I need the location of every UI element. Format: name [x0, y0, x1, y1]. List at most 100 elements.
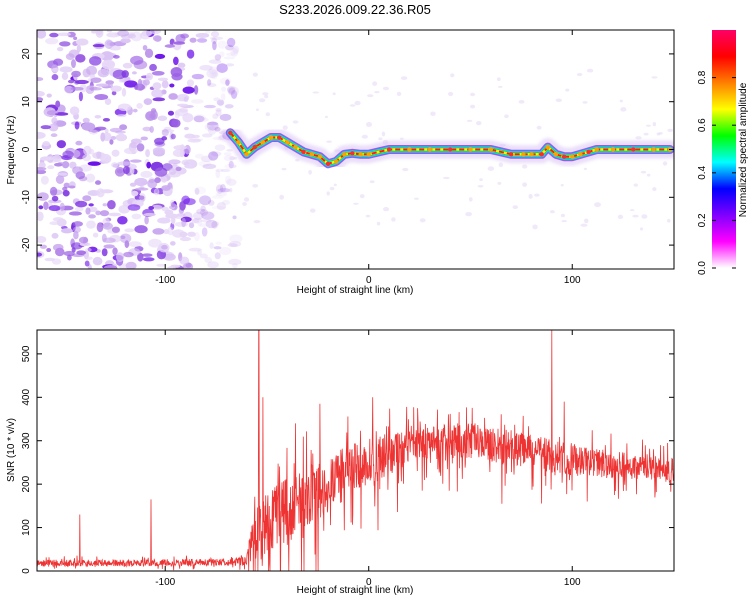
snr-ytick-label: 400 — [21, 389, 32, 406]
noise-blob — [181, 217, 187, 228]
noise-blob — [128, 241, 142, 248]
ridge-point — [553, 152, 559, 157]
noise-blob — [54, 162, 63, 167]
snr-xtick-label: 100 — [564, 577, 581, 588]
noise-speckle — [641, 214, 648, 219]
noise-speckle — [242, 202, 247, 206]
noise-speckle — [419, 218, 426, 223]
noise-blob — [207, 121, 219, 126]
noise-blob — [119, 124, 128, 131]
noise-blob — [224, 175, 232, 184]
noise-blob — [163, 253, 176, 261]
noise-speckle — [561, 219, 567, 223]
spectrogram-ytick-label: 20 — [21, 48, 32, 60]
noise-blob — [134, 177, 148, 187]
noise-speckle — [329, 186, 335, 191]
noise-blob — [50, 133, 58, 138]
noise-speckle — [497, 181, 502, 185]
noise-speckle — [652, 187, 657, 191]
noise-blob — [81, 122, 96, 131]
noise-blob — [154, 53, 166, 59]
noise-blob — [75, 140, 83, 146]
snr-series-line — [37, 330, 674, 571]
noise-speckle — [243, 197, 250, 202]
noise-blob — [215, 184, 224, 194]
noise-blob — [211, 195, 224, 199]
noise-speckle — [333, 183, 337, 187]
noise-blob — [131, 213, 142, 220]
noise-blob — [170, 241, 176, 246]
noise-blob — [68, 211, 82, 216]
noise-blob — [94, 114, 102, 119]
noise-speckle — [629, 209, 635, 212]
noise-blob — [129, 159, 142, 163]
noise-blob — [120, 38, 131, 44]
noise-blob — [206, 121, 219, 131]
noise-blob — [172, 164, 178, 168]
noise-blob — [199, 223, 207, 228]
noise-blob — [73, 36, 78, 41]
noise-speckle — [372, 81, 378, 86]
noise-speckle — [469, 104, 476, 109]
noise-blob — [170, 201, 176, 208]
noise-blob — [37, 30, 47, 39]
ridge-point — [342, 152, 347, 157]
ridge-point — [325, 161, 331, 167]
ridge-point — [631, 147, 636, 152]
spectrogram-ytick-label: 0 — [21, 146, 32, 152]
noise-blob — [229, 234, 243, 243]
noise-speckle — [667, 128, 673, 132]
noise-blob — [92, 256, 103, 266]
noise-speckle — [620, 107, 627, 112]
noise-blob — [193, 85, 199, 95]
noise-blob — [56, 140, 67, 149]
noise-blob — [214, 221, 220, 227]
noise-blob — [75, 38, 89, 46]
noise-blob — [57, 32, 71, 37]
noise-blob — [164, 44, 176, 48]
noise-blob — [225, 63, 235, 67]
noise-blob — [49, 186, 58, 196]
noise-blob — [170, 67, 183, 77]
noise-blob — [96, 188, 105, 198]
noise-blob — [230, 90, 238, 99]
noise-blob — [115, 252, 125, 262]
noise-speckle — [229, 187, 233, 193]
noise-blob — [225, 79, 230, 86]
ridge-point — [293, 144, 298, 150]
spectrogram-ylabel: Frequency (Hz) — [6, 116, 17, 185]
noise-blob — [82, 195, 92, 202]
noise-blob — [168, 167, 177, 175]
noise-blob — [232, 45, 240, 54]
noise-blob — [161, 128, 169, 137]
noise-blob — [182, 86, 195, 94]
colorbar-tick-label: 0.0 — [697, 261, 708, 275]
snr-ytick-label: 100 — [21, 519, 32, 536]
noise-blob — [191, 138, 204, 142]
noise-blob — [129, 166, 135, 175]
noise-blob — [230, 47, 239, 57]
noise-blob — [227, 243, 238, 248]
noise-blob — [169, 83, 175, 88]
noise-blob — [95, 83, 110, 87]
noise-blob — [216, 99, 225, 106]
noise-speckle — [369, 180, 375, 184]
noise-blob — [136, 103, 143, 109]
noise-blob — [88, 206, 98, 213]
noise-blob — [142, 257, 155, 262]
noise-speckle — [308, 169, 312, 175]
noise-blob — [102, 222, 113, 230]
colorbar-label: Normalized spectral amplitude — [738, 82, 749, 217]
noise-speckle — [312, 91, 320, 94]
noise-blob — [194, 153, 204, 159]
noise-blob — [37, 252, 43, 257]
noise-blob — [117, 215, 128, 225]
noise-blob — [110, 135, 117, 140]
ridge-point — [260, 140, 266, 145]
noise-blob — [85, 173, 96, 183]
noise-blob — [142, 126, 152, 132]
ridge-point — [529, 152, 534, 157]
noise-speckle — [584, 218, 589, 224]
noise-blob — [220, 93, 226, 101]
